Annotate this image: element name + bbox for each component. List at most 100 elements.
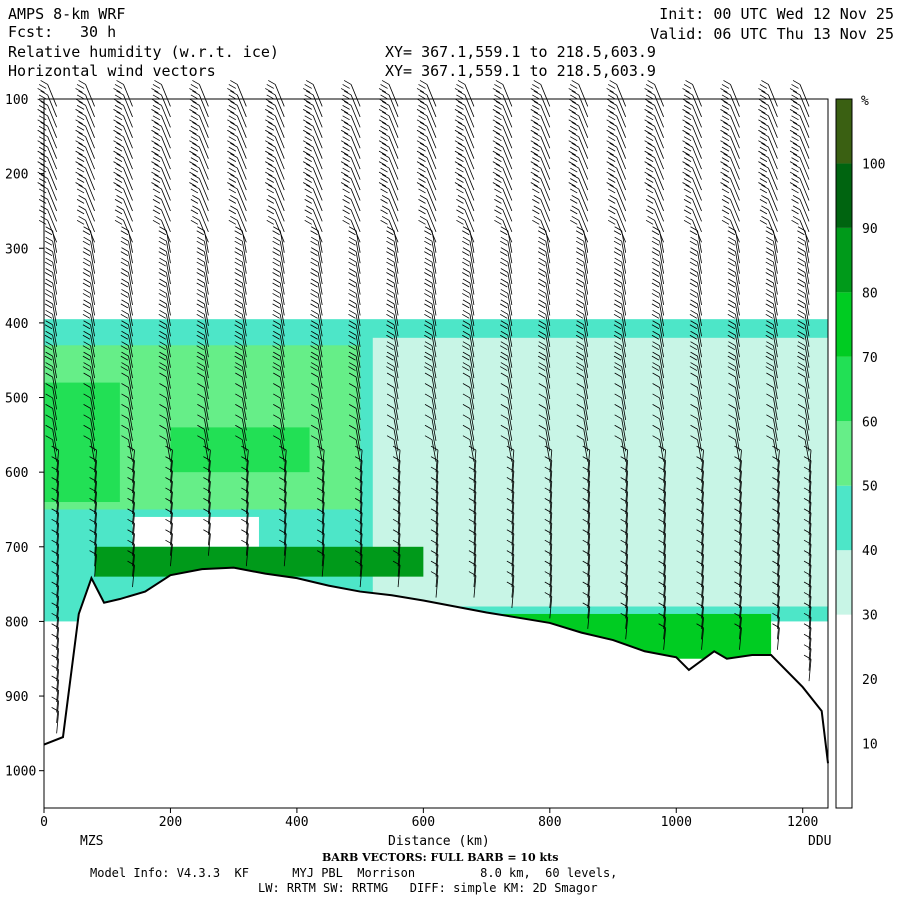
wind-barb bbox=[734, 445, 742, 473]
wind-barb bbox=[82, 351, 95, 379]
wind-barb bbox=[575, 257, 589, 285]
wind-barb bbox=[789, 90, 810, 118]
wind-barb bbox=[279, 529, 287, 556]
wind-barb bbox=[468, 477, 477, 504]
wind-barb bbox=[682, 90, 702, 118]
wind-barb bbox=[197, 424, 209, 452]
wind-barb bbox=[37, 142, 58, 170]
wind-barb bbox=[456, 195, 475, 222]
wind-barb bbox=[424, 278, 437, 306]
wind-barb bbox=[38, 195, 58, 222]
colorbar-tick-label: 50 bbox=[862, 480, 878, 495]
wind-barb bbox=[348, 299, 361, 326]
wind-barb bbox=[159, 424, 171, 452]
wind-barb bbox=[570, 205, 589, 232]
wind-barb bbox=[430, 456, 439, 483]
wind-barb bbox=[538, 414, 551, 441]
wind-barb bbox=[189, 174, 209, 201]
wind-barb bbox=[468, 560, 477, 588]
wind-barb bbox=[158, 268, 171, 295]
model-title: AMPS 8-km WRF bbox=[8, 5, 126, 23]
wind-barb bbox=[316, 445, 325, 473]
wind-barb bbox=[310, 226, 323, 253]
wind-barb bbox=[727, 226, 740, 253]
colorbar-segment bbox=[836, 292, 852, 357]
wind-barb bbox=[113, 80, 133, 107]
wind-barb bbox=[803, 539, 812, 567]
wind-barb bbox=[340, 121, 361, 149]
wind-barb bbox=[689, 330, 702, 358]
wind-barb bbox=[530, 121, 551, 149]
wind-barb bbox=[506, 445, 515, 473]
wind-barb bbox=[772, 456, 780, 483]
colorbar-tick-label: 40 bbox=[862, 544, 878, 559]
wind-barb bbox=[454, 142, 475, 170]
wind-barb bbox=[227, 80, 247, 107]
wind-barb bbox=[89, 508, 97, 535]
wind-barb bbox=[606, 80, 627, 107]
wind-barb bbox=[234, 299, 247, 326]
wind-barb bbox=[424, 257, 437, 285]
wind-barb bbox=[620, 456, 629, 483]
wind-barb bbox=[500, 404, 513, 431]
wind-barb bbox=[789, 80, 810, 107]
wind-barb bbox=[772, 602, 780, 629]
wind-barb bbox=[544, 498, 553, 525]
wind-barb bbox=[114, 215, 133, 243]
wind-barb bbox=[51, 529, 60, 556]
wind-barb bbox=[620, 445, 629, 473]
wind-barb bbox=[378, 101, 399, 128]
wind-barb bbox=[644, 142, 664, 170]
wind-barb bbox=[644, 101, 664, 128]
wind-barb bbox=[234, 226, 247, 253]
wind-barb bbox=[797, 330, 810, 358]
wind-barb bbox=[51, 550, 60, 577]
wind-barb bbox=[462, 393, 475, 420]
wind-barb bbox=[392, 529, 401, 556]
wind-barb bbox=[682, 174, 702, 201]
wind-barb bbox=[582, 581, 591, 609]
wind-barb bbox=[273, 404, 285, 431]
wind-barb bbox=[530, 90, 551, 118]
wind-barb bbox=[651, 362, 665, 389]
wind-barb bbox=[227, 132, 247, 159]
wind-barb bbox=[82, 299, 95, 326]
wind-barb bbox=[340, 111, 361, 138]
wind-barb bbox=[658, 456, 667, 483]
wind-barb bbox=[651, 299, 665, 326]
wind-barb bbox=[645, 205, 664, 232]
wind-barb bbox=[696, 445, 704, 473]
wind-barb bbox=[272, 330, 285, 358]
wind-barb bbox=[234, 247, 247, 274]
wind-barb bbox=[340, 80, 361, 107]
wind-barb bbox=[652, 393, 665, 420]
wind-barb bbox=[354, 445, 363, 473]
y-tick-label: 600 bbox=[5, 466, 28, 481]
wind-barb bbox=[727, 362, 740, 389]
wind-barb bbox=[121, 383, 133, 410]
wind-barb bbox=[734, 592, 742, 619]
colorbar-tick-label: 10 bbox=[862, 738, 878, 753]
wind-barb bbox=[728, 424, 740, 452]
wind-barb bbox=[568, 142, 589, 170]
wind-barb bbox=[614, 393, 627, 420]
wind-barb bbox=[386, 257, 399, 285]
wind-barb bbox=[544, 466, 553, 494]
wind-barb bbox=[348, 372, 361, 400]
wind-barb bbox=[196, 309, 209, 337]
wind-barb bbox=[758, 142, 778, 170]
wind-barb bbox=[120, 236, 133, 264]
wind-barb bbox=[575, 320, 589, 347]
wind-barb bbox=[392, 466, 401, 494]
wind-barb bbox=[606, 132, 627, 159]
wind-barb bbox=[354, 466, 363, 494]
wind-barb bbox=[544, 581, 553, 609]
wind-barb bbox=[234, 257, 247, 285]
wind-barb bbox=[272, 278, 285, 306]
wind-barb bbox=[158, 236, 171, 264]
wind-barb bbox=[645, 184, 664, 212]
wind-barb bbox=[386, 372, 399, 400]
wind-barb bbox=[378, 121, 399, 149]
wind-barb bbox=[797, 383, 810, 410]
wind-barb bbox=[689, 309, 702, 337]
